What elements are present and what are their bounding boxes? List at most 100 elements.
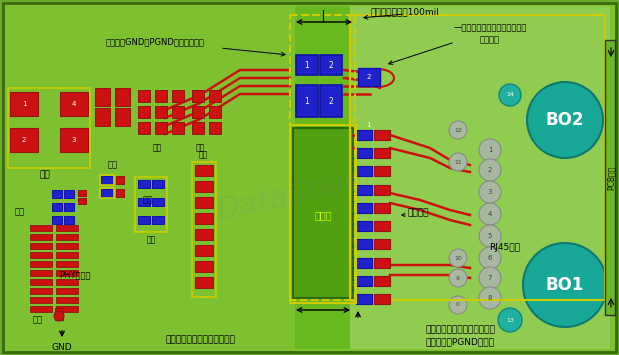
Bar (56, 243, 78, 249)
Text: 2: 2 (488, 167, 492, 173)
Bar (56, 288, 78, 294)
Circle shape (479, 203, 501, 225)
Bar (356, 221, 372, 231)
Bar (374, 239, 390, 249)
Bar (374, 185, 390, 195)
Bar (356, 258, 372, 268)
Text: 4: 4 (72, 101, 76, 107)
Bar (30, 234, 52, 240)
Text: RJ45网口: RJ45网口 (490, 244, 521, 252)
Bar (138, 198, 150, 206)
Bar (374, 294, 390, 304)
Bar (295, 6, 350, 349)
Text: 1: 1 (488, 147, 492, 153)
Bar (30, 297, 52, 303)
Bar (8, 88, 90, 168)
Bar (374, 148, 390, 158)
Circle shape (479, 159, 501, 181)
Bar (135, 177, 167, 232)
Text: 1: 1 (366, 122, 370, 128)
Text: 高压电容: 高压电容 (480, 36, 500, 44)
Bar (56, 297, 78, 303)
Text: 0: 0 (456, 302, 460, 307)
Bar (195, 181, 213, 192)
Bar (195, 229, 213, 240)
Bar (30, 270, 52, 276)
Bar (56, 225, 78, 231)
Text: 电容: 电容 (143, 196, 153, 204)
Bar (115, 108, 130, 126)
Bar (55, 308, 63, 320)
Bar (95, 88, 110, 106)
Bar (296, 55, 318, 75)
Text: 2: 2 (367, 74, 371, 80)
Bar (320, 55, 342, 75)
Bar (155, 122, 167, 134)
Text: 电容: 电容 (146, 235, 155, 245)
Bar (155, 106, 167, 118)
Bar (30, 243, 52, 249)
Bar (195, 261, 213, 272)
Bar (374, 166, 390, 176)
Text: 12: 12 (454, 127, 462, 132)
Bar (64, 203, 74, 211)
Bar (115, 88, 130, 106)
Text: 10: 10 (454, 256, 462, 261)
Bar (374, 203, 390, 213)
Text: 2: 2 (329, 97, 334, 105)
Bar (605, 40, 615, 315)
Bar (138, 106, 150, 118)
Bar (155, 90, 167, 102)
Bar (56, 270, 78, 276)
Bar (356, 185, 372, 195)
Bar (374, 221, 390, 231)
Text: 用于连接GND和PGND的电阴及电容: 用于连接GND和PGND的电阴及电容 (106, 38, 204, 47)
Circle shape (449, 269, 467, 287)
Circle shape (449, 249, 467, 267)
Circle shape (479, 139, 501, 161)
Text: BO2: BO2 (546, 111, 584, 129)
Bar (195, 197, 213, 208)
Text: 9: 9 (456, 275, 460, 280)
Bar (195, 277, 213, 288)
Text: 3: 3 (72, 137, 76, 143)
Text: GND: GND (52, 344, 72, 353)
Bar (64, 216, 74, 224)
Bar (52, 190, 62, 198)
Bar (195, 213, 213, 224)
Circle shape (54, 311, 64, 321)
Bar (30, 306, 52, 312)
Bar (30, 252, 52, 258)
Circle shape (479, 225, 501, 247)
Bar (152, 180, 164, 188)
Bar (350, 6, 610, 349)
Text: 5: 5 (488, 233, 492, 239)
Bar (10, 128, 38, 152)
Bar (101, 189, 113, 197)
Text: 14: 14 (506, 93, 514, 98)
Bar (138, 122, 150, 134)
Text: 2: 2 (22, 137, 26, 143)
Text: 1: 1 (305, 60, 310, 70)
Circle shape (449, 121, 467, 139)
Text: 1: 1 (22, 101, 26, 107)
Bar (10, 92, 38, 116)
Text: 电容: 电容 (15, 208, 25, 217)
Bar (100, 175, 114, 185)
Circle shape (479, 287, 501, 309)
Circle shape (527, 82, 603, 158)
Text: 7: 7 (488, 275, 492, 281)
Bar (356, 294, 372, 304)
Bar (192, 90, 204, 102)
Bar (172, 122, 184, 134)
Bar (290, 15, 355, 300)
Circle shape (479, 267, 501, 289)
Bar (356, 276, 372, 286)
Text: PHY层芯片: PHY层芯片 (59, 271, 91, 279)
Bar (320, 85, 342, 117)
Circle shape (449, 153, 467, 171)
Bar (52, 203, 62, 211)
Bar (152, 198, 164, 206)
Bar (356, 239, 372, 249)
Bar (296, 85, 318, 117)
